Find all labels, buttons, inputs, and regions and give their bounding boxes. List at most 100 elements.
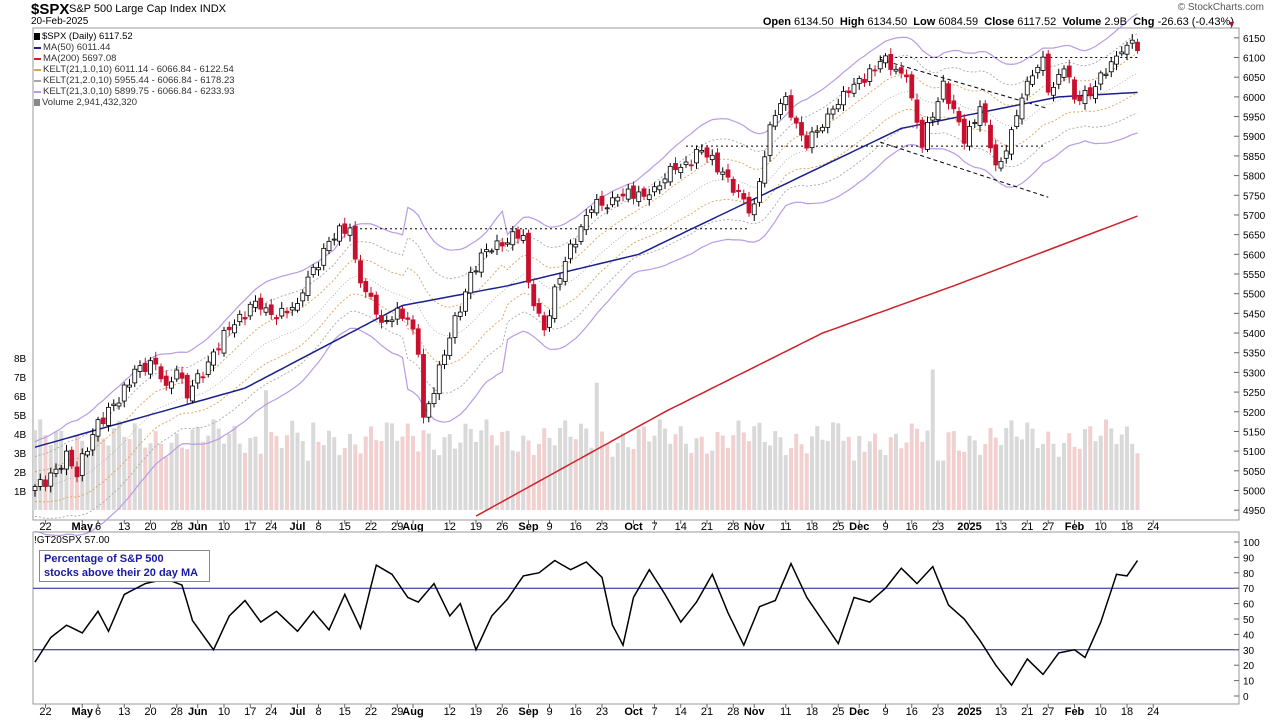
volume-bar	[673, 434, 678, 510]
candle-body	[720, 171, 726, 175]
price-candle	[169, 376, 174, 395]
volume-bar	[1051, 443, 1056, 510]
candle-body	[1061, 68, 1067, 78]
low-value: 6084.59	[938, 16, 979, 28]
candle-body	[604, 207, 610, 210]
price-candle	[195, 369, 201, 389]
candle-body	[982, 103, 988, 123]
legend-item[interactable]: MA(200) 5697.08	[34, 53, 235, 64]
candle-body	[106, 406, 111, 426]
legend-item[interactable]: KELT(21,1.0,10) 6011.14 - 6066.84 - 6122…	[34, 64, 235, 75]
price-candle	[589, 205, 594, 219]
volume-bar	[1056, 456, 1061, 510]
price-candle	[552, 284, 558, 323]
candle-body	[904, 74, 909, 78]
volume-bar	[285, 435, 289, 510]
volume-bar	[642, 426, 646, 510]
candle-body	[226, 326, 232, 331]
legend-item[interactable]: KELT(21,2.0,10) 5955.44 - 6066.84 - 6178…	[34, 75, 235, 86]
candle-body	[799, 122, 804, 136]
volume-bar	[867, 441, 872, 510]
candle-body	[594, 198, 600, 214]
price-candle	[1009, 126, 1014, 161]
x-tick-label: Sep	[518, 706, 538, 718]
x-tick-label: 28	[171, 521, 183, 533]
price-candle	[32, 484, 38, 497]
volume-bar	[531, 455, 536, 510]
price-candle	[778, 98, 783, 120]
volume-bars	[33, 369, 1140, 510]
candle-body	[253, 300, 258, 308]
volume-bar	[1009, 420, 1014, 510]
price-candle	[531, 278, 537, 311]
volume-bar	[883, 455, 888, 510]
volume-bar	[542, 428, 547, 510]
candle-body	[704, 147, 710, 158]
volume-bar	[169, 442, 174, 510]
candle-body	[793, 117, 799, 124]
candle-body	[358, 260, 363, 284]
legend-item[interactable]: MA(50) 6011.44	[34, 42, 235, 53]
candle-body	[1103, 73, 1109, 76]
legend-label: MA(50) 6011.44	[43, 42, 111, 53]
legend-item[interactable]: $SPX (Daily) 6117.52	[34, 31, 235, 42]
volume-bar	[589, 447, 594, 510]
volume-bar	[736, 420, 741, 510]
x-tick-label: 17	[244, 521, 256, 533]
volume-bar	[799, 444, 804, 510]
volume-bar	[752, 426, 757, 510]
candle-body	[64, 450, 69, 470]
price-candle	[678, 163, 684, 179]
x-tick-label: 28	[727, 521, 739, 533]
x-tick-label: 12	[444, 521, 456, 533]
x-tick-label: 23	[932, 706, 944, 718]
volume-bar	[96, 428, 100, 510]
volume-bar	[568, 436, 573, 510]
volume-bar	[411, 435, 415, 510]
candle-body	[100, 417, 106, 425]
legend-item[interactable]: KELT(21,3.0,10) 5899.75 - 6066.84 - 6233…	[34, 86, 235, 97]
price-candle	[804, 131, 810, 151]
x-tick-label: 7	[651, 706, 657, 718]
price-candle	[226, 321, 232, 336]
price-candle	[463, 288, 468, 317]
volume-bar	[43, 435, 48, 510]
price-candle	[1040, 50, 1046, 76]
volume-bar	[946, 432, 951, 510]
price-candle	[184, 372, 190, 404]
indicator-note-line1: Percentage of S&P 500	[44, 553, 164, 565]
candle-body	[541, 315, 547, 331]
candle-body	[352, 225, 358, 260]
volume-bar	[1035, 447, 1040, 510]
price-candle	[316, 261, 321, 276]
channel-upper	[880, 59, 1049, 110]
candle-body	[363, 281, 369, 293]
candle-body	[431, 393, 437, 405]
x-tick-label: 19	[470, 706, 482, 718]
volume-bar	[479, 430, 484, 510]
y-tick-label: 6100	[1243, 54, 1266, 65]
volume-bar	[563, 420, 568, 510]
x-tick-label: 15	[339, 521, 351, 533]
candle-body	[121, 384, 127, 402]
price-candle	[331, 232, 337, 246]
price-candle	[163, 370, 169, 391]
x-tick-label: 20	[144, 521, 156, 533]
volume-tick-label: 8B	[14, 354, 27, 365]
volume-bar	[820, 439, 825, 510]
x-tick-label: 10	[1095, 521, 1107, 533]
price-candle	[373, 291, 379, 320]
volume-bar	[925, 430, 930, 510]
legend-item[interactable]: Volume 2,941,432,320	[34, 97, 235, 108]
candle-body	[1035, 66, 1041, 74]
candle-body	[673, 162, 678, 171]
candle-body	[452, 315, 458, 338]
candle-body	[883, 55, 888, 64]
candle-body	[841, 91, 846, 106]
price-candle	[783, 92, 789, 111]
candle-body	[289, 307, 295, 311]
brand-logo[interactable]: © StockCharts.com	[1177, 2, 1264, 13]
volume-bar	[610, 456, 615, 510]
candle-body	[667, 165, 673, 183]
